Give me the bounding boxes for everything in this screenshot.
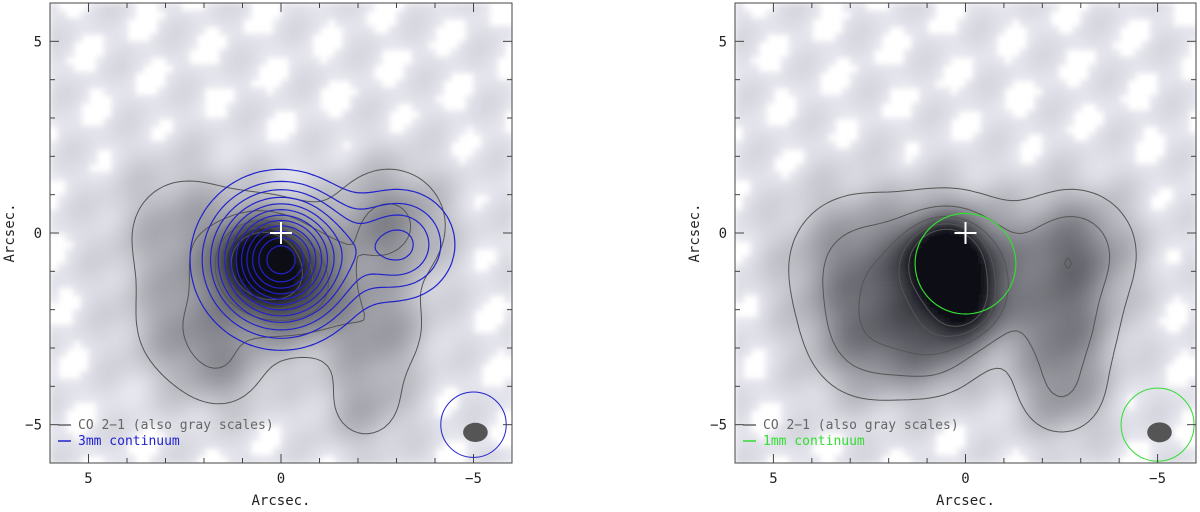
legend-label: CO 2−1 (also gray scales) bbox=[763, 418, 959, 433]
co-contour-level bbox=[898, 223, 996, 337]
continuum-contour-level bbox=[258, 237, 304, 283]
grayscale-image bbox=[50, 3, 512, 463]
x-tick-label: −5 bbox=[465, 471, 482, 487]
continuum-contour-level bbox=[189, 168, 456, 351]
ticks bbox=[49, 2, 513, 464]
co-contours bbox=[788, 187, 1137, 433]
co-contour-level bbox=[908, 228, 989, 327]
x-tick-label: 5 bbox=[84, 471, 92, 487]
continuum-contour-level bbox=[246, 225, 317, 295]
continuum-contour-level bbox=[224, 203, 343, 317]
continuum-contour-level bbox=[201, 180, 442, 339]
y-tick-label: 5 bbox=[719, 34, 727, 50]
y-tick-label: 0 bbox=[719, 226, 727, 242]
y-tick-label: −5 bbox=[710, 418, 727, 434]
center-cross-marker bbox=[954, 222, 977, 244]
continuum-contour-level bbox=[240, 219, 323, 300]
continuum-contour-level bbox=[217, 196, 414, 323]
legend-label: 1mm continuum bbox=[763, 434, 865, 449]
x-tick-label: 0 bbox=[961, 471, 969, 487]
continuum-contours bbox=[189, 168, 456, 351]
y-tick-label: −5 bbox=[25, 418, 42, 434]
co-contour-level bbox=[131, 168, 446, 435]
ticks bbox=[734, 2, 1197, 464]
center-cross-marker bbox=[270, 222, 292, 244]
continuum-contour-level bbox=[230, 209, 335, 311]
x-axis-label: Arcsec. bbox=[251, 493, 310, 509]
continuum-contours bbox=[914, 212, 1017, 315]
y-axis-label: Arcsec. bbox=[687, 203, 703, 262]
panel-1mm: 5 0 −5 5 0 −5 Arcsec. Arcsec. CO 2−1 (also gray … bbox=[687, 2, 1197, 509]
beam-ellipse bbox=[1147, 422, 1172, 443]
legend-label: 3mm continuum bbox=[78, 434, 180, 449]
continuum-contour-level bbox=[210, 189, 430, 331]
continuum-contour-level bbox=[235, 214, 329, 306]
beam-ellipse bbox=[463, 422, 488, 442]
co-contour-level bbox=[858, 215, 1072, 356]
continuum-contour-level bbox=[266, 245, 296, 275]
y-axis-label: Arcsec. bbox=[2, 203, 18, 262]
y-tick-label: 0 bbox=[34, 226, 42, 242]
y-tick-label: 5 bbox=[34, 34, 42, 50]
legend-label: CO 2−1 (also gray scales) bbox=[78, 418, 274, 433]
x-tick-label: −5 bbox=[1149, 471, 1166, 487]
x-tick-label: 5 bbox=[769, 471, 777, 487]
co-contour-level bbox=[788, 187, 1137, 433]
x-axis-label: Arcsec. bbox=[936, 493, 995, 509]
co-contour-level bbox=[822, 205, 1111, 398]
panel-3mm: 5 0 −5 5 0 −5 Arcsec. Arcsec. CO 2−1 (also gray … bbox=[2, 2, 513, 509]
x-tick-label: 0 bbox=[277, 471, 285, 487]
continuum-contour-level bbox=[914, 212, 1017, 315]
